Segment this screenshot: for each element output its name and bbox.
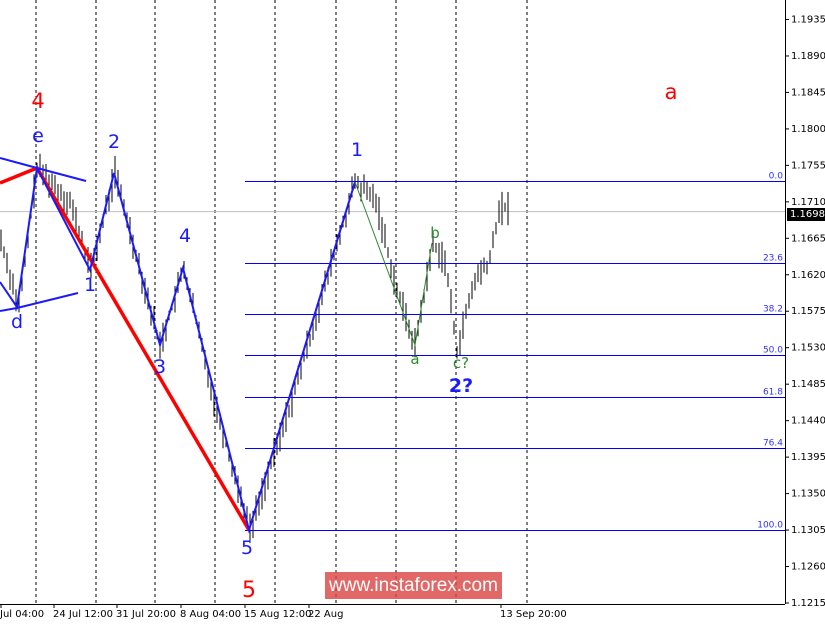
y-tick-label: 1.1935	[791, 15, 825, 26]
wave-label-new-1: 1	[350, 139, 364, 161]
y-tick-label: 1.1305	[791, 525, 825, 536]
red-wave-line	[0, 165, 251, 531]
fib-level-label: 100.0	[757, 521, 783, 531]
fib-level-label: 76.4	[763, 439, 783, 449]
x-tick-label: Jul 04:00	[0, 609, 44, 620]
wave-label-b: b	[430, 224, 440, 242]
green-wave-line	[354, 181, 433, 347]
wave-label-2: 2	[107, 131, 121, 153]
x-tick-label: 31 Jul 20:00	[116, 609, 176, 620]
wave-label-red-4: 4	[31, 89, 45, 113]
y-tick-label: 1.1485	[791, 379, 825, 390]
wave-label-a: a	[410, 350, 420, 368]
wave-label-5: 5	[240, 537, 254, 559]
wave-label-4: 4	[178, 225, 192, 247]
y-tick-label: 1.1890	[791, 51, 825, 62]
fib-level-label: 50.0	[763, 346, 783, 356]
wave-label-red-a: a	[664, 80, 678, 104]
x-tick-label: 22 Aug	[308, 609, 343, 620]
wave-label-new-2: 2?	[448, 375, 474, 397]
fib-level-label: 0.0	[769, 172, 784, 182]
triangle-lower-line	[0, 292, 79, 312]
wave-label-d: d	[10, 311, 24, 333]
y-tick-label: 1.1395	[791, 452, 825, 463]
wave-label-c: c?	[452, 354, 470, 372]
current-price-badge: 1.1698	[787, 208, 825, 221]
y-tick-label: 1.1215	[791, 598, 825, 609]
fib-level-label: 23.6	[763, 254, 783, 264]
fib-level-label: 38.2	[763, 305, 783, 315]
y-tick-label: 1.1350	[791, 489, 825, 500]
x-tick-label: 8 Aug 04:00	[180, 609, 241, 620]
y-tick-label: 1.1800	[791, 124, 825, 135]
y-tick-label: 1.1845	[791, 87, 825, 98]
wave-label-e: e	[32, 125, 44, 147]
watermark: www.instaforex.com	[325, 572, 502, 599]
y-tick-label: 1.1440	[791, 416, 825, 427]
fib-level-label: 61.8	[763, 388, 783, 398]
y-tick-label: 1.1260	[791, 562, 825, 573]
blue-wave-line	[0, 164, 356, 534]
y-tick-label: 1.1665	[791, 233, 825, 244]
x-tick-label: 15 Aug 12:00	[244, 609, 311, 620]
y-tick-label: 1.1530	[791, 343, 825, 354]
y-tick-label: 1.1710	[791, 197, 825, 208]
y-tick-label: 1.1755	[791, 160, 825, 171]
wave-label-3: 3	[153, 356, 167, 378]
y-tick-label: 1.1620	[791, 270, 825, 281]
y-tick-label: 1.1575	[791, 306, 825, 317]
x-tick-label: 24 Jul 12:00	[53, 609, 113, 620]
wave-label-1: 1	[83, 274, 97, 296]
x-tick-label: 13 Sep 20:00	[500, 609, 567, 620]
wave-label-red-5: 5	[242, 578, 256, 603]
